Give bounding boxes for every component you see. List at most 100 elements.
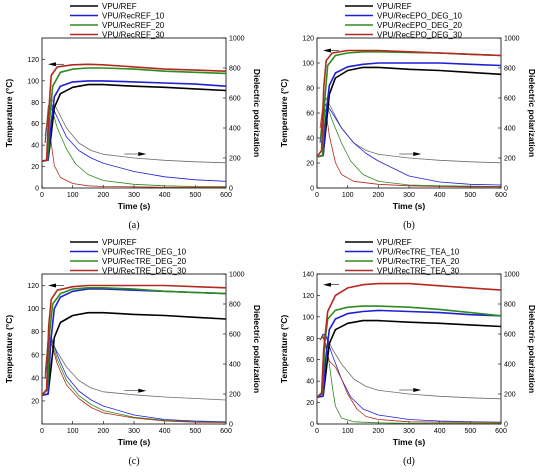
x-tick-label: 0 xyxy=(40,428,44,435)
x-axis-label: Time (s) xyxy=(393,201,426,211)
y-left-axis-label: Temperature (°C) xyxy=(4,79,14,148)
temperature-line xyxy=(42,311,226,396)
y-left-tick-label: 20 xyxy=(31,398,39,405)
panel-d: VPU/REFVPU/RecTRE_TEA_10VPU/RecTRE_TEA_2… xyxy=(279,238,537,467)
y-left-axis-label: Temperature (°C) xyxy=(279,79,289,148)
y-right-axis-label: Dielectric polarization xyxy=(252,305,262,393)
y-left-tick-label: 80 xyxy=(306,86,314,93)
legend-entry: VPU/RecTRE_DEG_30 xyxy=(102,267,187,276)
y-left-tick-label: 120 xyxy=(302,293,314,300)
y-right-tick-label: 600 xyxy=(504,332,516,339)
y-right-tick-label: 800 xyxy=(504,302,516,309)
x-tick-label: 0 xyxy=(315,428,319,435)
x-tick-label: 200 xyxy=(97,428,109,435)
y-right-tick-label: 1000 xyxy=(504,272,520,279)
legend-entry: VPU/RecEPO_DEG_20 xyxy=(377,21,462,30)
y-left-tick-label: 120 xyxy=(27,283,39,290)
plot-frame xyxy=(41,273,227,425)
y-left-tick-label: 100 xyxy=(27,78,39,85)
panel-b: VPU/REFVPU/RecEPO_DEG_10VPU/RecEPO_DEG_2… xyxy=(279,2,537,231)
panel-caption: (a) xyxy=(128,220,139,231)
plot-area xyxy=(42,63,226,188)
y-right-tick-label: 0 xyxy=(229,186,233,193)
x-tick-label: 500 xyxy=(464,192,476,199)
polarization-line xyxy=(44,115,226,188)
legend-entry: VPU/RecTRE_DEG_10 xyxy=(102,248,187,257)
y-left-tick-label: 100 xyxy=(302,314,314,321)
polarization-line xyxy=(44,339,226,423)
legend-entry: VPU/RecTRE_TEA_30 xyxy=(377,267,460,276)
y-left-axis-label: Temperature (°C) xyxy=(279,315,289,384)
temperature-line xyxy=(317,62,501,158)
y-left-tick-label: 40 xyxy=(31,143,39,150)
legend-entry: VPU/REF xyxy=(377,238,412,247)
y-left-tick-label: 20 xyxy=(306,161,314,168)
polarization-line xyxy=(319,333,501,400)
legend-entry: VPU/RecTRE_TEA_10 xyxy=(377,248,460,257)
plot-area xyxy=(317,49,501,188)
y-left-tick-label: 80 xyxy=(31,100,39,107)
y-right-axis-label: Dielectric polarization xyxy=(527,305,537,393)
temperature-axis-arrow xyxy=(323,48,331,53)
x-tick-label: 400 xyxy=(159,192,171,199)
y-right-tick-label: 800 xyxy=(504,66,516,73)
legend-entry: VPU/REF xyxy=(102,2,137,11)
y-right-tick-label: 800 xyxy=(229,66,241,73)
panel-caption: (d) xyxy=(403,456,415,467)
polarization-line xyxy=(319,97,501,164)
polarization-line xyxy=(44,336,226,423)
legend-entry: VPU/RecEPO_DEG_30 xyxy=(377,31,462,40)
y-left-tick-label: 80 xyxy=(306,336,314,343)
y-right-tick-label: 1000 xyxy=(504,36,520,43)
temperature-line xyxy=(42,284,226,396)
legend-entry: VPU/RecREF_30 xyxy=(102,31,165,40)
plot-frame xyxy=(41,37,227,189)
y-left-tick-label: 0 xyxy=(310,186,314,193)
polarization-line xyxy=(319,103,501,188)
y-right-tick-label: 1000 xyxy=(229,272,245,279)
y-right-axis-label: Dielectric polarization xyxy=(252,69,262,157)
panel-caption: (c) xyxy=(128,456,139,467)
y-right-tick-label: 0 xyxy=(504,186,508,193)
temperature-axis-arrow xyxy=(48,283,56,288)
y-right-tick-label: 1000 xyxy=(229,36,245,43)
y-right-axis-label: Dielectric polarization xyxy=(527,69,537,157)
y-left-tick-label: 20 xyxy=(31,164,39,171)
y-left-tick-label: 120 xyxy=(27,57,39,64)
x-tick-label: 100 xyxy=(67,192,79,199)
temperature-line xyxy=(42,67,226,162)
x-axis-label: Time (s) xyxy=(118,201,151,211)
panel-caption: (b) xyxy=(403,220,415,231)
legend-entry: VPU/RecTRE_DEG_20 xyxy=(102,257,187,266)
plot-frame xyxy=(316,37,502,189)
legend-entry: VPU/RecREF_10 xyxy=(102,12,165,21)
y-right-tick-label: 600 xyxy=(229,332,241,339)
y-right-tick-label: 800 xyxy=(229,302,241,309)
x-tick-label: 0 xyxy=(315,192,319,199)
temperature-line xyxy=(317,309,501,398)
x-tick-label: 300 xyxy=(128,428,140,435)
y-left-tick-label: 100 xyxy=(302,61,314,68)
x-tick-label: 300 xyxy=(128,192,140,199)
temperature-line xyxy=(42,63,226,162)
polarization-line xyxy=(44,97,226,164)
x-tick-label: 100 xyxy=(67,428,79,435)
legend-entry: VPU/RecTRE_TEA_20 xyxy=(377,257,460,266)
y-right-tick-label: 400 xyxy=(504,126,516,133)
x-tick-label: 0 xyxy=(40,192,44,199)
x-tick-label: 400 xyxy=(434,428,446,435)
x-tick-label: 100 xyxy=(342,192,354,199)
y-left-tick-label: 0 xyxy=(35,186,39,193)
y-right-tick-label: 400 xyxy=(504,362,516,369)
polarization-line xyxy=(44,103,226,182)
temperature-line xyxy=(317,282,501,398)
y-right-tick-label: 0 xyxy=(504,422,508,429)
legend-entry: VPU/REF xyxy=(377,2,412,11)
x-tick-label: 500 xyxy=(189,192,201,199)
x-tick-label: 200 xyxy=(372,428,384,435)
polarization-line xyxy=(319,333,501,423)
temperature-line xyxy=(42,287,226,396)
x-tick-label: 300 xyxy=(403,428,415,435)
polarization-line xyxy=(319,103,501,187)
polarization-line xyxy=(319,103,501,186)
